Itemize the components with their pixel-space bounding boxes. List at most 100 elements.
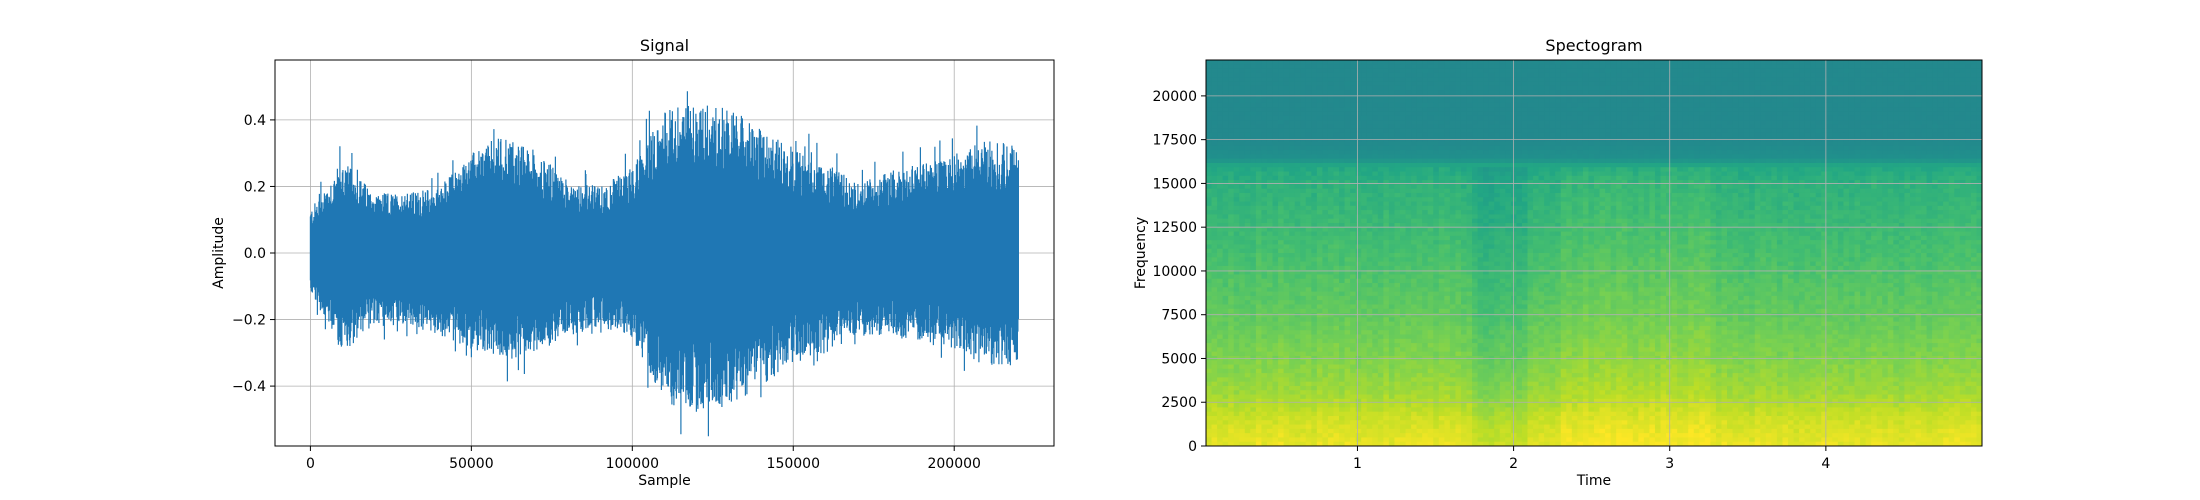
- spectrogram-cell: [1566, 111, 1573, 117]
- spectrogram-cell: [1333, 115, 1340, 121]
- spectrogram-cell: [1776, 60, 1784, 65]
- spectrogram-cell: [1860, 154, 1867, 160]
- spectrogram-cell: [1882, 145, 1889, 151]
- spectrogram-cell: [1516, 158, 1523, 164]
- spectrogram-cell: [1444, 154, 1451, 160]
- spectrogram-cell: [1350, 154, 1357, 160]
- spectrogram-cell: [1699, 197, 1706, 203]
- spectrogram-cell: [1300, 145, 1307, 151]
- spectrogram-cell: [1776, 201, 1784, 207]
- spectrogram-cell: [1654, 154, 1662, 160]
- spectrogram-cell: [1743, 81, 1750, 87]
- spectrogram-cell: [1494, 124, 1501, 130]
- spectrogram-cell: [1754, 132, 1761, 138]
- spectrogram-cell: [1217, 64, 1224, 70]
- spectrogram-cell: [1228, 141, 1235, 147]
- spectrogram-cell: [1377, 184, 1384, 190]
- spectrogram-cell: [1377, 205, 1384, 211]
- spectrogram-cell: [1671, 85, 1678, 91]
- spectrogram-cell: [1959, 132, 1966, 138]
- spectrogram-cell: [1682, 77, 1689, 83]
- spectrogram-cell: [1865, 98, 1872, 104]
- spectrogram-cell: [1466, 180, 1473, 185]
- spectrogram-cell: [1610, 171, 1617, 177]
- spectrogram-cell: [1976, 102, 1982, 108]
- spectrogram-cell: [1654, 98, 1662, 104]
- spectrogram-cell: [1266, 85, 1274, 91]
- spectrogram-cell: [1472, 115, 1479, 121]
- spectrogram-cell: [1278, 98, 1285, 104]
- spectrogram-cell: [1860, 81, 1867, 87]
- spectrogram-cell: [1865, 141, 1872, 147]
- spectrogram-cell: [1771, 120, 1778, 125]
- spectrogram-cell: [1339, 175, 1346, 181]
- spectrogram-cell: [1965, 197, 1972, 203]
- spectrogram-cell: [1261, 175, 1268, 181]
- spectrogram-cell: [1400, 64, 1407, 70]
- spectrogram-cell: [1721, 81, 1728, 87]
- spectrogram-cell: [1305, 162, 1312, 168]
- spectrogram-cell: [1577, 102, 1584, 108]
- spectrogram-cell: [1350, 192, 1357, 198]
- spectrogram-cell: [1948, 77, 1955, 83]
- spectrogram-cell: [1682, 132, 1689, 138]
- spectrogram-cell: [1405, 124, 1412, 130]
- spectrogram-cell: [1821, 180, 1828, 185]
- spectrogram-cell: [1278, 158, 1285, 164]
- spectrogram-cell: [1211, 145, 1218, 151]
- spectrogram-cell: [1948, 102, 1955, 108]
- spectrogram-cell: [1793, 60, 1800, 65]
- spectrogram-cell: [1239, 124, 1246, 130]
- spectrogram-cell: [1449, 162, 1457, 168]
- spectrogram-cell: [1538, 158, 1545, 164]
- spectrogram-cell: [1704, 188, 1711, 194]
- spectrogram-cell: [1649, 90, 1656, 95]
- spectrogram-cell: [1776, 81, 1784, 87]
- spectrogram-cell: [1732, 72, 1739, 78]
- spectrogram-cell: [1959, 120, 1966, 125]
- spectrogram-cell: [1727, 64, 1734, 70]
- spectrogram-cell: [1682, 180, 1689, 185]
- spectrogram-cell: [1893, 68, 1900, 74]
- spectrogram-cell: [1649, 107, 1656, 113]
- spectrogram-cell: [1222, 192, 1229, 198]
- spectrogram-cell: [1638, 115, 1645, 121]
- spectrogram-cell: [1505, 201, 1512, 207]
- spectrogram-cell: [1233, 120, 1240, 125]
- spectrogram-cell: [1760, 145, 1767, 151]
- spectrogram-cell: [1516, 180, 1523, 185]
- spectrogram-cell: [1250, 90, 1257, 95]
- spectrogram-cell: [1749, 175, 1756, 181]
- spectrogram-cell: [1416, 102, 1423, 108]
- spectrogram-cell: [1206, 124, 1213, 130]
- spectrogram-cell: [1738, 171, 1745, 177]
- spectrogram-cell: [1666, 201, 1673, 207]
- spectrogram-cell: [1793, 115, 1800, 121]
- spectrogram-cell: [1954, 120, 1961, 125]
- spectrogram-cell: [1538, 77, 1545, 83]
- spectrogram-cell: [1294, 154, 1301, 160]
- spectrogram-cell: [1965, 102, 1972, 108]
- spectrogram-cell: [1272, 210, 1279, 215]
- spectrogram-cell: [1449, 115, 1457, 121]
- spectrogram-cell: [1721, 171, 1728, 177]
- spectrogram-cell: [1460, 141, 1468, 147]
- spectrogram-cell: [1616, 180, 1623, 185]
- spectrogram-cell: [1538, 192, 1545, 198]
- spectrogram-cell: [1843, 85, 1850, 91]
- spectrogram-cell: [1422, 141, 1429, 147]
- spectrogram-cell: [1893, 60, 1900, 65]
- spectrogram-cell: [1699, 175, 1706, 181]
- spectrogram-cell: [1388, 98, 1396, 104]
- spectrogram-cell: [1472, 72, 1479, 78]
- spectrogram-cell: [1765, 120, 1772, 125]
- spectrogram-cell: [1776, 115, 1784, 121]
- spectrogram-cell: [1821, 90, 1828, 95]
- spectrogram-cell: [1926, 184, 1933, 190]
- spectrogram-cell: [1743, 102, 1750, 108]
- spectrogram-cell: [1305, 68, 1312, 74]
- spectrogram-cell: [1865, 154, 1872, 160]
- spectrogram-cell: [1749, 205, 1756, 211]
- spectrogram-cell: [1449, 158, 1457, 164]
- spectrogram-cell: [1909, 68, 1917, 74]
